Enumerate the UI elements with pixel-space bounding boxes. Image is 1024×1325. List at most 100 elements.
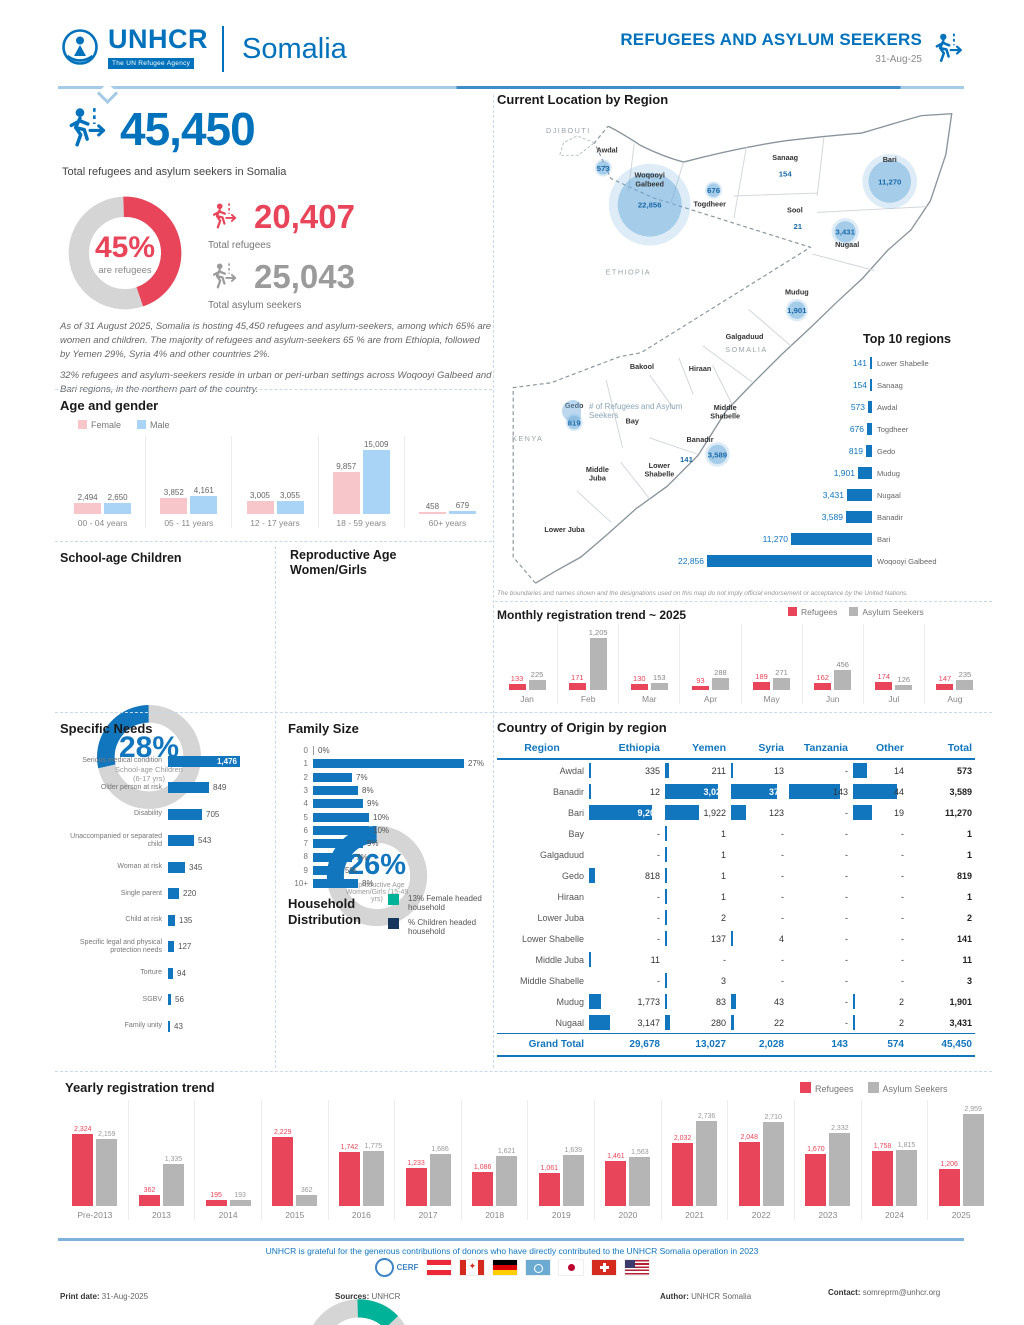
cell-text: 1,922 — [703, 807, 726, 818]
cell-text: Middle Shabelle — [519, 975, 584, 986]
bar-value-label: 2,048 — [740, 1134, 758, 1141]
bar — [875, 682, 893, 690]
region-bubble — [596, 161, 610, 175]
cell-text: - — [781, 828, 784, 839]
value-cell: 9,206 — [587, 802, 663, 823]
bar-pair: 2,229 362 — [272, 1100, 318, 1206]
specific-needs-chart: Serious medical condition 1,476 Older pers… — [60, 748, 272, 1040]
bar — [956, 680, 974, 690]
bar-group: 362 1,335 2013 — [127, 1100, 195, 1220]
column-header: Tanzania — [787, 738, 851, 760]
bar-wrap: 162 — [814, 673, 832, 690]
cell-text: 1 — [720, 849, 726, 860]
page-country: Somalia — [242, 33, 347, 65]
cell-text: - — [781, 975, 784, 986]
family-value: 8% — [362, 786, 374, 796]
needs-value: 220 — [183, 889, 197, 899]
bar-group: 1,742 1,775 2016 — [327, 1100, 395, 1220]
section-title-family: Family Size — [288, 721, 359, 736]
bar-group: 130 153 Mar — [618, 624, 679, 704]
region-label: Awdal — [596, 145, 617, 154]
bar-group: 2,032 2,736 2021 — [660, 1100, 728, 1220]
bar-wrap: 2,650 — [104, 493, 132, 514]
bar-group: 458 679 60+ years — [403, 436, 490, 528]
cell-text: 83 — [715, 996, 726, 1007]
region-cell: Bay — [497, 823, 587, 844]
bar-wrap: 2,959 — [962, 1106, 984, 1206]
needs-bar — [168, 941, 174, 953]
value-cell: 1,922 — [663, 802, 729, 823]
category-label: May — [763, 694, 780, 704]
cell-text: 43 — [773, 996, 784, 1007]
region-value: 22,856 — [638, 201, 662, 210]
value-cell: - — [787, 907, 851, 928]
cell-text: 335 — [644, 765, 660, 776]
region-cell: Gedo — [497, 865, 587, 886]
bar-pair: 362 1,335 — [138, 1100, 184, 1206]
top10-chart: 141 Lower Shabelle 154 Sanaag 573 Awdal 676 Tog… — [585, 352, 965, 572]
value-cell: - — [587, 970, 663, 991]
cell-bar — [665, 931, 667, 946]
family-label: 7 — [303, 839, 308, 849]
bar-value-label: 174 — [877, 672, 891, 681]
cell-text: 3 — [966, 975, 972, 986]
cell-bar — [589, 784, 591, 799]
cell-bar — [589, 805, 652, 820]
top10-label: Banadir — [877, 512, 903, 522]
bar — [773, 678, 791, 690]
bar-wrap: 147 — [936, 674, 954, 690]
column-header: Ethiopia — [587, 738, 663, 760]
school-age-sub: School-age Children (6-17 yrs) — [115, 765, 183, 783]
top10-bar — [870, 379, 872, 391]
bar-value-label: 1,335 — [164, 1156, 183, 1163]
value-cell: - — [787, 844, 851, 865]
bar — [448, 511, 476, 514]
region-value: 154 — [779, 170, 793, 179]
cell-text: Banadir — [552, 786, 584, 797]
bar-wrap: 2,229 — [272, 1129, 294, 1206]
legend-refugees: Refugees — [800, 1082, 854, 1094]
value-cell: 2 — [907, 907, 975, 928]
cell-bar — [731, 1015, 734, 1030]
table-header-row: Region Ethiopia Yemen Syria Tanzania Other Tot… — [497, 738, 975, 760]
refugees-swatch — [800, 1082, 811, 1093]
column-header: Total — [907, 738, 975, 760]
bar — [672, 1143, 694, 1206]
bar-value-label: 1,206 — [940, 1161, 958, 1168]
bar-wrap: 1,205 — [589, 628, 608, 690]
needs-bar — [168, 888, 179, 900]
value-cell: - — [587, 823, 663, 844]
value-cell: 335 — [587, 759, 663, 781]
category-label: 2024 — [885, 1210, 904, 1220]
refugee-share-donut: 45% are refugees — [64, 192, 186, 314]
bar-wrap: 1,639 — [562, 1147, 584, 1206]
donut-chart — [305, 1299, 413, 1325]
top10-value: 676 — [849, 424, 864, 434]
value-cell: - — [587, 844, 663, 865]
value-cell: - — [851, 886, 907, 907]
family-label: 5 — [303, 812, 308, 822]
cell-text: 211 — [711, 765, 726, 776]
needs-label: Torture — [140, 969, 162, 977]
bar-value-label: 3,005 — [249, 491, 271, 500]
map-bubble-legend: # of Refugees and Asylum Seekers — [560, 398, 690, 424]
cell-text: 1,901 — [949, 996, 972, 1007]
needs-row: Torture 94 — [60, 960, 272, 987]
needs-label: Single parent — [120, 889, 162, 897]
cell-text: 9,206 — [637, 807, 660, 818]
yearly-trend-chart: 2,324 2,159 Pre-2013 362 1,335 2013 195 193 2014… — [62, 1100, 994, 1220]
cell-text: - — [657, 933, 660, 944]
value-cell: 2 — [663, 907, 729, 928]
runner-icon — [212, 262, 237, 289]
bar-group: 1,086 1,621 2018 — [460, 1100, 528, 1220]
refugee-pct-sub: are refugees — [98, 264, 152, 276]
value-cell: - — [851, 970, 907, 991]
bar-wrap: 193 — [229, 1192, 251, 1206]
bar-value-label: 1,775 — [364, 1143, 383, 1150]
bar — [229, 1200, 251, 1206]
cell-text: Lower Juba — [537, 912, 584, 923]
cell-bar — [789, 784, 840, 799]
bar-value-label: 3,852 — [163, 488, 184, 497]
bar — [589, 638, 607, 690]
needs-value: 43 — [174, 1021, 183, 1031]
